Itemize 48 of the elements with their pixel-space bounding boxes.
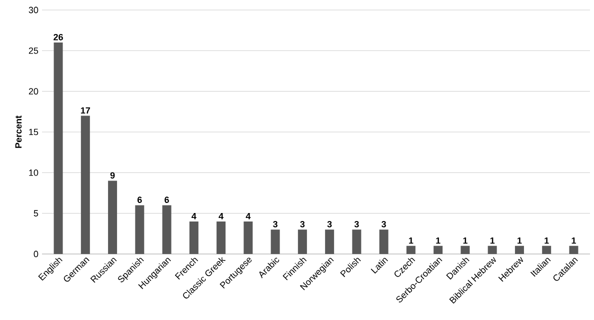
data-label: 26: [54, 34, 63, 40]
data-label: 4: [192, 213, 196, 220]
bar: [352, 230, 362, 254]
bar: [162, 205, 172, 254]
bar: [434, 246, 443, 254]
data-label: 3: [354, 221, 359, 228]
bar: [406, 246, 416, 254]
bar: [379, 230, 388, 254]
y-tick-label: 0: [34, 250, 38, 258]
data-label: 3: [327, 221, 332, 228]
data-label: 3: [300, 221, 305, 228]
data-label: 17: [80, 107, 90, 114]
bar: [244, 221, 253, 254]
data-label: 1: [544, 237, 549, 244]
y-axis-title: Percent: [15, 116, 22, 148]
bar: [542, 246, 552, 254]
y-tick-label: 25: [28, 47, 38, 54]
bar: [514, 246, 524, 254]
data-label: 3: [382, 221, 386, 228]
data-label: 1: [518, 237, 522, 244]
bar: [80, 116, 90, 254]
data-label: 4: [246, 213, 251, 220]
bar: [270, 230, 280, 254]
bar: [298, 230, 307, 254]
data-label: 1: [490, 237, 495, 244]
data-label: 6: [138, 196, 142, 203]
data-label: 9: [110, 172, 115, 179]
bar: [569, 246, 578, 254]
data-label: 1: [409, 237, 414, 244]
bar: [135, 205, 144, 254]
y-tick-label: 10: [29, 169, 38, 176]
data-label: 6: [164, 196, 169, 203]
bar: [108, 180, 118, 254]
data-label: 4: [218, 213, 224, 220]
data-label: 1: [572, 237, 576, 244]
y-tick-label: 20: [28, 88, 38, 95]
bar: [189, 221, 198, 254]
data-label: 3: [273, 221, 278, 228]
y-tick-label: 5: [34, 210, 38, 216]
bar: [54, 42, 63, 254]
y-tick-label: 30: [28, 6, 38, 14]
bar: [325, 230, 334, 254]
data-label: 1: [436, 237, 440, 244]
bar: [216, 221, 226, 254]
bar: [488, 246, 497, 254]
data-label: 1: [463, 237, 468, 244]
bar: [460, 246, 470, 254]
y-tick-label: 15: [29, 128, 38, 136]
